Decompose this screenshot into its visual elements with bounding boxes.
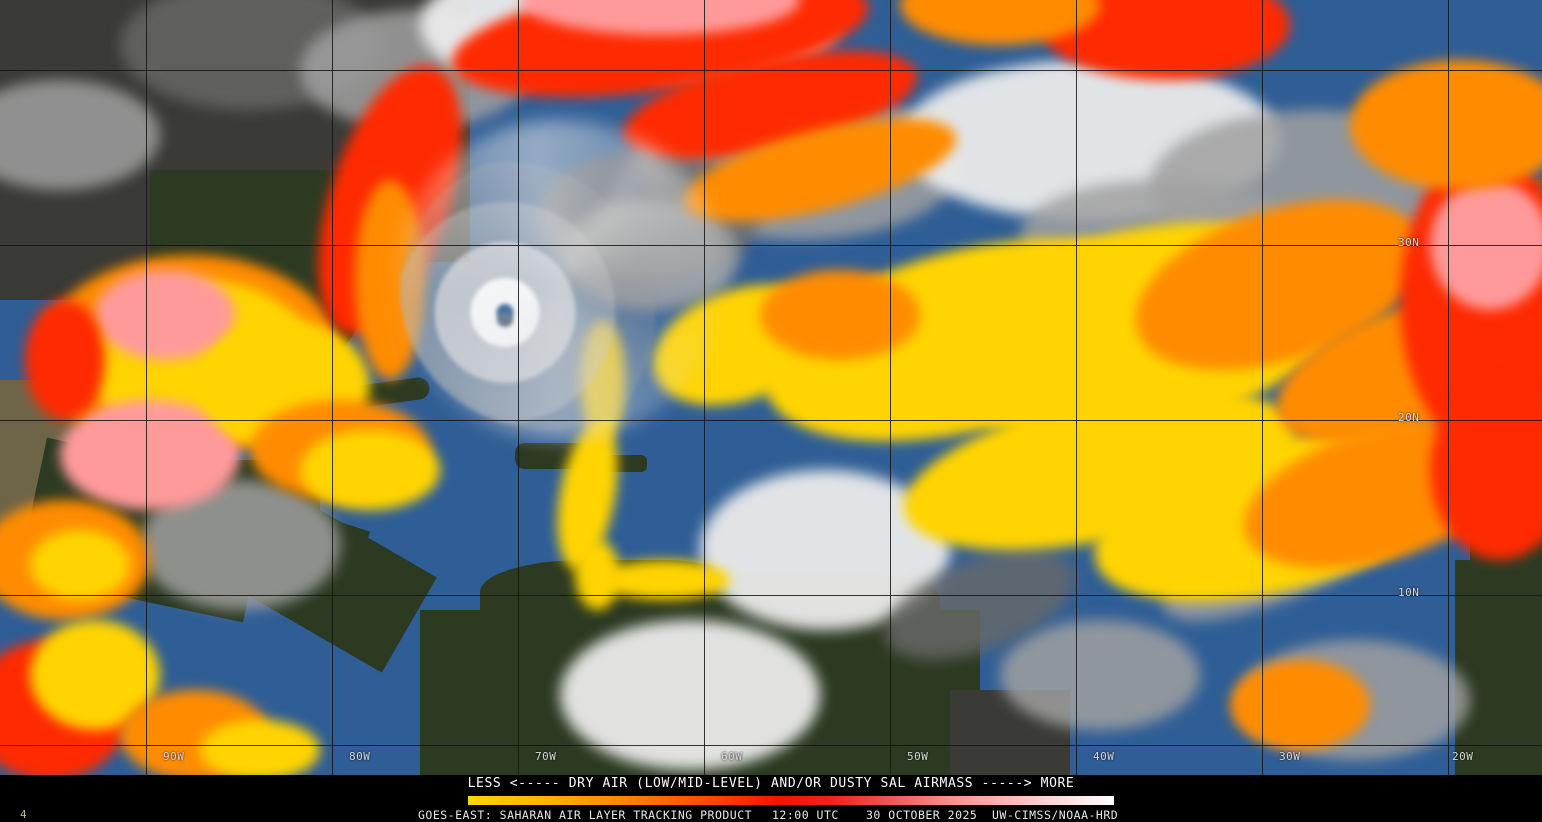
lon-label-80w: 80W bbox=[349, 750, 371, 763]
hurricane-outer-bands bbox=[395, 120, 725, 440]
observation-date: 30 OCTOBER 2025 bbox=[866, 808, 978, 822]
lon-label-40w: 40W bbox=[1093, 750, 1115, 763]
lon-label-90w: 90W bbox=[163, 750, 185, 763]
dry-air-colorbar bbox=[468, 796, 1114, 805]
satellite-product-label: GOES-EAST: SAHARAN AIR LAYER TRACKING PR… bbox=[418, 808, 753, 822]
page-number: 4 bbox=[20, 808, 27, 821]
bottom-info-panel: LESS <----- DRY AIR (LOW/MID-LEVEL) AND/… bbox=[0, 775, 1542, 822]
satellite-imagery: 30N 20N 10N 90W 80W 70W 60W 50W 40W 30W … bbox=[0, 0, 1542, 775]
lon-label-20w: 20W bbox=[1452, 750, 1474, 763]
observation-time: 12:00 UTC bbox=[772, 808, 839, 822]
lon-label-70w: 70W bbox=[535, 750, 557, 763]
lat-label-20n: 20N bbox=[1398, 411, 1420, 424]
lon-label-60w: 60W bbox=[721, 750, 743, 763]
lat-label-10n: 10N bbox=[1398, 586, 1420, 599]
lon-label-30w: 30W bbox=[1279, 750, 1301, 763]
lon-label-50w: 50W bbox=[907, 750, 929, 763]
colorbar-caption: LESS <----- DRY AIR (LOW/MID-LEVEL) AND/… bbox=[467, 776, 1075, 791]
footer-row: GOES-EAST: SAHARAN AIR LAYER TRACKING PR… bbox=[0, 808, 1542, 822]
hurricane-eye bbox=[497, 313, 513, 327]
lat-label-30n: 30N bbox=[1398, 236, 1420, 249]
credit-label: UW-CIMSS/NOAA-HRD bbox=[992, 808, 1119, 822]
